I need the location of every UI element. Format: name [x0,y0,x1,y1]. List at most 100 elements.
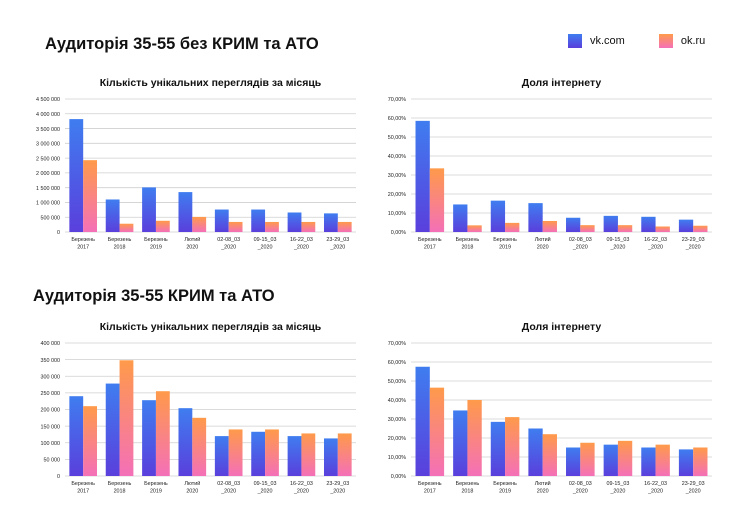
x-tick-label: 2017 [77,245,89,251]
x-tick-label: 16-22_03 [644,481,667,487]
bar-vk [528,428,543,476]
bar-vk [566,217,581,232]
x-tick-label: 02-08_03 [217,237,240,243]
y-tick-label: 50 000 [44,458,61,464]
bar-ok [429,168,445,232]
x-tick-label: Березень [456,481,480,487]
y-tick-label: 350 000 [41,358,61,364]
bar-ok [693,447,708,476]
chart-title: Доля інтернету [522,77,602,89]
x-tick-label: 23-29_03 [682,481,705,487]
x-tick-label: _2020 [293,245,309,251]
bar-ok [155,391,170,476]
bar-ok [505,417,520,476]
y-tick-label: 400 000 [41,341,61,347]
legend-label-ok: ok.ru [680,35,706,47]
x-tick-label: 2018 [114,489,126,495]
bar-vk [641,216,656,232]
bar-vk [641,447,656,476]
bar-ok [265,429,279,476]
x-tick-label: 23-29_03 [326,481,349,487]
y-tick-label: 20,00% [388,436,406,442]
y-tick-label: 40,00% [388,398,406,404]
y-tick-label: 1 500 000 [36,186,60,192]
x-tick-label: 2017 [424,245,436,251]
x-tick-label: _2020 [257,245,273,251]
chart-views-excluding: Кількість унікальних переглядів за місяц… [18,74,358,264]
bar-ok [542,434,557,476]
x-tick-label: 2018 [461,245,473,251]
chart-title: Кількість унікальних переглядів за місяц… [100,77,322,89]
x-tick-label: 16-22_03 [290,237,313,243]
legend-swatch-ok [658,34,673,48]
bar-vk [528,203,543,232]
bar-vk [287,212,302,232]
x-tick-label: _2020 [220,489,236,495]
bar-vk [603,215,618,232]
y-tick-label: 4 500 000 [36,97,60,103]
bar-ok [337,221,352,232]
y-tick-label: 0 [57,474,60,480]
bar-vk [178,192,193,232]
x-tick-label: Лютий [535,480,551,487]
x-tick-label: _2020 [647,245,663,251]
x-tick-label: _2020 [609,245,625,251]
y-tick-label: 60,00% [388,116,406,122]
bar-vk [287,436,302,476]
bar-ok [301,221,316,232]
x-tick-label: 2018 [461,489,473,495]
bar-vk [415,120,430,232]
x-tick-label: Лютий [184,480,200,487]
x-tick-label: _2020 [220,245,236,251]
y-tick-label: 50,00% [388,135,406,141]
x-tick-label: _2020 [572,489,588,495]
bar-vk [678,219,694,232]
section-title-1: Аудиторія 35-55 без КРИМ та АТО [45,35,319,53]
y-tick-label: 70,00% [388,341,406,347]
chart-share-excluding: Доля інтернету 0,00% 10,00% 20,00% 30,00% 40,… [375,74,720,264]
bar-vk [566,447,581,476]
y-tick-label: 10,00% [388,455,406,461]
bar-vk [323,438,338,476]
bar-ok [617,440,633,476]
section-title-2: Аудиторія 35-55 КРИМ та АТО [33,287,275,305]
x-tick-label: Березень [418,237,442,243]
bar-ok [83,160,98,232]
legend-item-ok: ok.ru [658,34,706,48]
y-tick-label: 500 000 [41,215,61,221]
y-tick-label: 100 000 [41,441,61,447]
y-tick-label: 40,00% [388,154,406,160]
bar-vk [453,204,468,232]
bar-ok [655,226,670,232]
x-tick-label: 23-29_03 [326,237,349,243]
x-tick-label: _2020 [293,489,309,495]
bar-ok [617,225,633,232]
y-tick-label: 10,00% [388,211,406,217]
y-tick-label: 0,00% [391,230,406,236]
y-tick-label: 150 000 [41,424,61,430]
bar-ok [155,220,170,232]
x-tick-label: Березень [108,481,132,487]
y-tick-label: 0,00% [391,474,406,480]
bar-ok [83,406,98,476]
bar-ok [580,442,595,476]
bar-vk [678,449,694,476]
y-tick-label: 300 000 [41,374,61,380]
x-tick-label: 16-22_03 [290,481,313,487]
x-tick-label: 2017 [424,489,436,495]
x-tick-label: Березень [144,481,168,487]
bar-vk [142,187,156,232]
chart-title: Доля інтернету [522,321,602,333]
bar-ok [655,444,670,476]
x-tick-label: Березень [418,481,442,487]
legend: vk.com ok.ru [568,34,739,48]
x-tick-label: _2020 [329,245,345,251]
x-tick-label: 09-15_03 [607,481,630,487]
bar-vk [490,200,506,232]
x-tick-label: 2020 [186,245,198,251]
y-tick-label: 3 000 000 [36,142,60,148]
bar-vk [453,410,468,476]
bar-vk [323,213,338,232]
y-tick-label: 3 500 000 [36,127,60,133]
x-tick-label: 16-22_03 [644,237,667,243]
